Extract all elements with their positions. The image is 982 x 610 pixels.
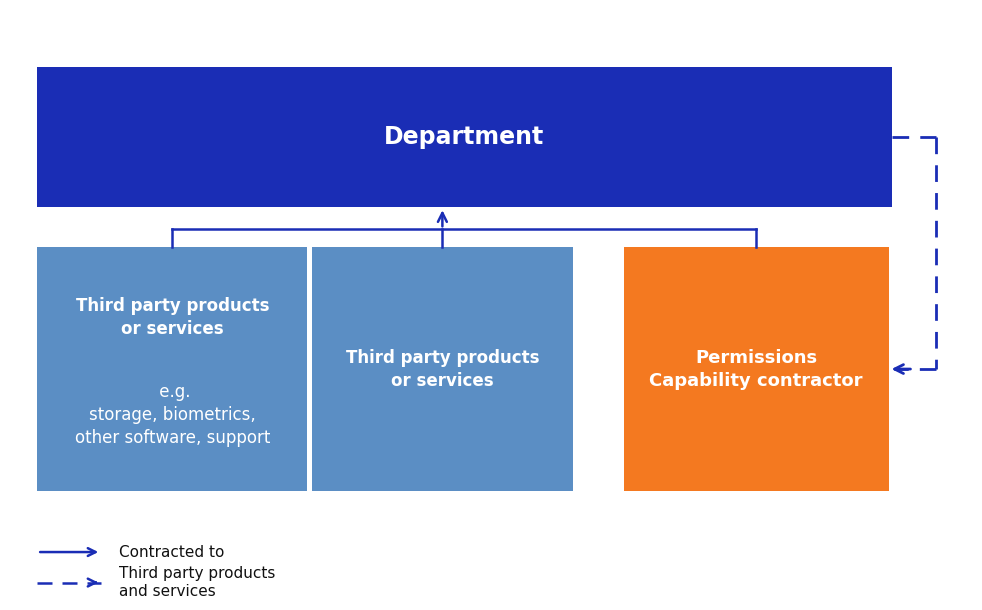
Text: Permissions
Capability contractor: Permissions Capability contractor — [649, 348, 863, 390]
FancyBboxPatch shape — [312, 247, 573, 491]
Text: Third party products
or services: Third party products or services — [346, 348, 539, 390]
FancyBboxPatch shape — [624, 247, 889, 491]
Text: Department: Department — [384, 125, 545, 149]
Text: Contracted to: Contracted to — [119, 545, 224, 559]
Text: Third party products
or services: Third party products or services — [76, 296, 269, 338]
Text: e.g.
storage, biometrics,
other software, support: e.g. storage, biometrics, other software… — [75, 383, 270, 447]
FancyBboxPatch shape — [37, 67, 892, 207]
FancyBboxPatch shape — [37, 247, 307, 491]
Text: Third party products
and services: Third party products and services — [119, 566, 275, 599]
